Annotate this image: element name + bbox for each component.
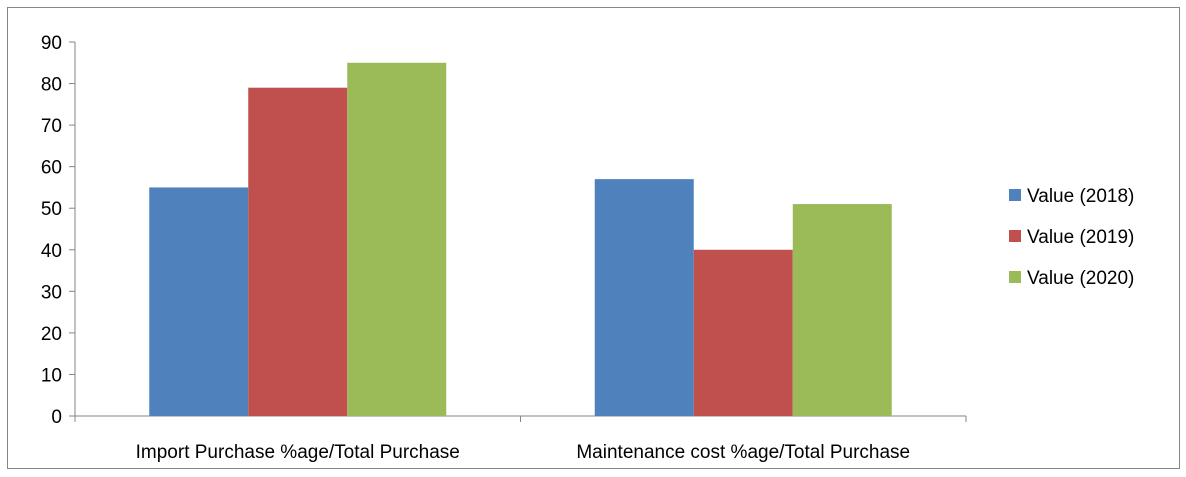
y-tick-label: 70 xyxy=(41,116,62,137)
y-tick-label: 30 xyxy=(41,282,62,303)
y-tick-label: 90 xyxy=(41,33,62,54)
bar-value-2020--cat-0 xyxy=(347,62,447,417)
bar-value-2019--cat-0 xyxy=(248,87,348,416)
y-tick-label: 0 xyxy=(51,407,62,428)
legend-swatch xyxy=(1009,271,1021,283)
chart-legend: Value (2018) Value (2019) Value (2020) xyxy=(1009,186,1134,289)
y-tick-label: 80 xyxy=(41,75,62,96)
bar-value-2018--cat-0 xyxy=(149,187,249,416)
x-category-label: Maintenance cost %age/Total Purchase xyxy=(576,442,910,463)
legend-label: Value (2019) xyxy=(1027,227,1134,248)
chart-labels: 0 10 20 30 40 50 60 70 80 90 Import Purchase %age/… xyxy=(41,33,910,463)
legend-label: Value (2018) xyxy=(1027,186,1134,207)
y-tick-label: 40 xyxy=(41,241,62,262)
legend-swatch xyxy=(1009,189,1021,201)
y-tick-label: 20 xyxy=(41,324,62,345)
bar-value-2020--cat-1 xyxy=(792,204,892,416)
x-category-label: Import Purchase %age/Total Purchase xyxy=(136,442,460,463)
y-tick-label: 50 xyxy=(41,199,62,220)
legend-swatch xyxy=(1009,230,1021,242)
legend-label: Value (2020) xyxy=(1027,268,1134,289)
bar-value-2018--cat-1 xyxy=(594,179,694,416)
bar-value-2019--cat-1 xyxy=(693,249,793,416)
chart-bars xyxy=(149,62,892,417)
y-tick-label: 60 xyxy=(41,158,62,179)
y-tick-label: 10 xyxy=(41,365,62,386)
